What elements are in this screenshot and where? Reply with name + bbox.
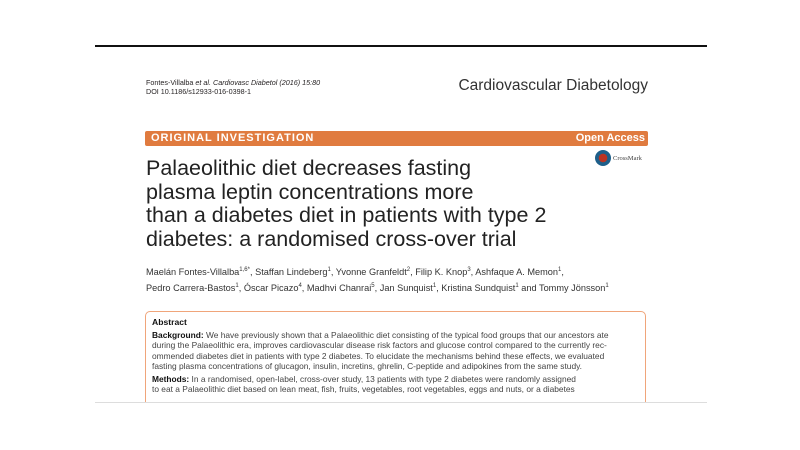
text-line: In a randomised, open-label, cross-over …	[191, 373, 576, 384]
author: Tommy Jönsson	[538, 283, 606, 294]
crossmark-label: CrossMark	[613, 154, 642, 162]
title-line: than a diabetes diet in patients with ty…	[146, 203, 547, 227]
open-access-label: Open Access	[575, 132, 645, 144]
title-line: plasma leptin concentrations more	[146, 179, 474, 204]
abstract-methods: Methods: In a randomised, open-label, cr…	[152, 374, 639, 395]
article-type: ORIGINAL INVESTIGATION	[151, 132, 315, 144]
article-type-banner: ORIGINAL INVESTIGATION Open Access	[145, 131, 648, 146]
author-affiliation: 3	[467, 267, 471, 273]
citation-authors: Fontes-Villalba	[146, 78, 194, 87]
text-line: ommended diabetes diet in patients with …	[152, 350, 605, 361]
citation-etal: et al.	[195, 78, 212, 87]
author-affiliation: 1	[235, 283, 239, 290]
author: Filip K. Knop	[415, 267, 468, 278]
author-affiliation: 1	[558, 267, 562, 273]
author-affiliation: 1	[432, 283, 437, 290]
author-affiliation: 1	[327, 267, 331, 273]
crossmark-button[interactable]: CrossMark	[595, 150, 642, 166]
abstract-background: Background: We have previously shown tha…	[152, 330, 639, 372]
citation: Fontes-Villalba et al. Cardiovasc Diabet…	[146, 78, 320, 96]
doi[interactable]: DOI 10.1186/s12933-016-0398-1	[146, 87, 251, 96]
abstract-heading: Abstract	[152, 317, 187, 327]
author-affiliation: 1	[605, 283, 609, 290]
text-line: We have previously shown that a Palaeoli…	[205, 329, 609, 340]
author: Yvonne Granfeldt	[335, 267, 407, 278]
background-label: Background:	[152, 329, 204, 340]
title-line: diabetes: a randomised cross-over trial	[146, 226, 517, 251]
author-affiliation: 5	[371, 283, 375, 290]
author: Madhvi Chanrai	[306, 283, 372, 294]
author: Ashfaque A. Memon	[475, 267, 559, 278]
page-cutoff	[0, 403, 800, 450]
author: Jan Sunquist	[379, 283, 433, 294]
author-affiliation: 1	[515, 283, 519, 290]
author-list: Maelán Fontes-Villalba1,6*, Staffan Lind…	[146, 267, 609, 294]
author: Pedro Carrera-Bastos	[146, 283, 236, 294]
author: Maelán Fontes-Villalba	[146, 267, 240, 278]
top-rule	[95, 45, 707, 47]
journal-name: Cardiovascular Diabetology	[458, 77, 648, 94]
citation-journal: Cardiovasc Diabetol	[213, 78, 278, 87]
article-title: Palaeolithic diet decreases fasting plas…	[146, 156, 547, 251]
author-affiliation: 1,6*	[239, 267, 250, 273]
citation-year: (2016) 15:80	[279, 78, 321, 87]
text-line: during the Palaeolithic era, improves ca…	[152, 340, 607, 350]
author: Kristina Sundquist	[441, 283, 516, 294]
crossmark-icon	[595, 150, 611, 166]
text-line: fasting plasma concentrations of glucago…	[152, 361, 582, 371]
author: Staffan Lindeberg	[255, 267, 328, 278]
author-affiliation: 2	[406, 267, 411, 273]
bottom-rule	[95, 402, 707, 403]
author: Óscar Picazo	[243, 283, 299, 294]
title-line: Palaeolithic diet decreases fasting	[146, 156, 472, 180]
methods-label: Methods:	[152, 373, 190, 384]
text-line: to eat a Palaeolithic diet based on lean…	[152, 384, 575, 394]
author-affiliation: 4	[298, 283, 302, 290]
